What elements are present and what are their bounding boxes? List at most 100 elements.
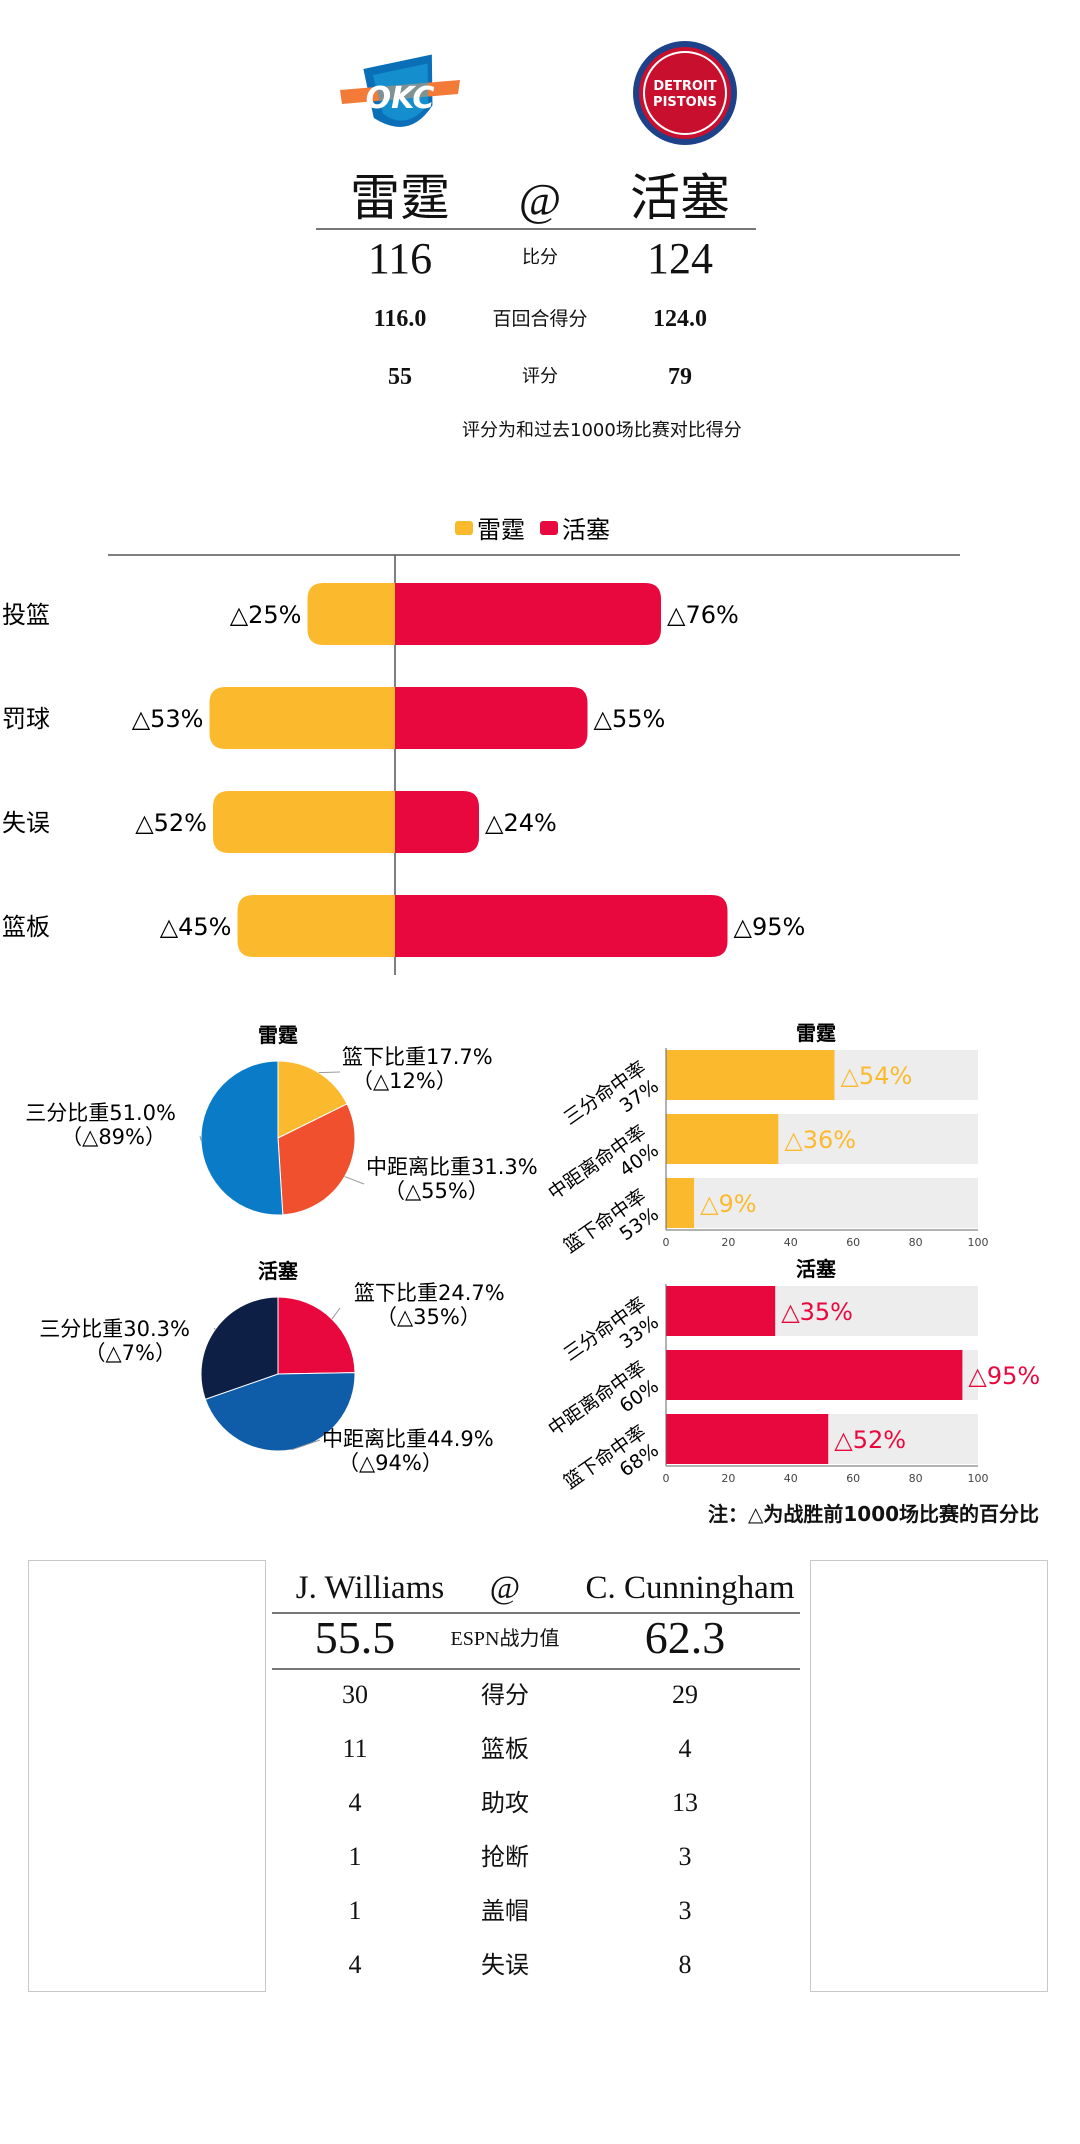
bar-label-away: △52%: [135, 809, 207, 837]
bar-label-away: △45%: [160, 913, 232, 941]
shot-bar: [666, 1178, 695, 1228]
pistons-logo: DETROIT PISTONS: [632, 40, 738, 146]
stat-away-value: 1: [348, 1842, 362, 1871]
footnote: 注：△为战胜前1000场比赛的百分比: [708, 1502, 1040, 1526]
pie-leader-line: [318, 1071, 341, 1074]
pistons-logo-text-1: DETROIT: [653, 79, 716, 94]
pie-slice-sub: （△12%）: [352, 1069, 457, 1093]
okc-logo-text: OKC: [366, 81, 435, 116]
player-divider-top: [272, 1612, 800, 1614]
category-label: 篮板: [2, 913, 50, 941]
bar-label-away: △53%: [132, 705, 204, 733]
per100-home: 124.0: [653, 306, 707, 332]
pie-slice-sub: （△55%）: [384, 1179, 489, 1203]
home-player-photo: [810, 1560, 1048, 1992]
pie-slice: [277, 1296, 356, 1375]
pie-slice-label: 篮下比重24.7%: [354, 1281, 505, 1305]
rating-note: 评分为和过去1000场比赛对比得分: [462, 420, 742, 441]
pie-leader-line: [291, 1439, 321, 1451]
pie-slice-label: 三分比重51.0%: [25, 1101, 176, 1125]
away-team-name: 雷霆: [350, 170, 450, 226]
stat-away-value: 30: [342, 1680, 368, 1709]
shot-bar: [666, 1286, 776, 1336]
espn-home: 62.3: [644, 1612, 726, 1663]
pie-slice: [277, 1103, 356, 1216]
player-divider-bottom: [272, 1668, 800, 1670]
stat-home-value: 3: [678, 1842, 692, 1871]
pie-slice: [200, 1296, 279, 1400]
stat-away-value: 4: [348, 1788, 362, 1817]
bar-label-away: △25%: [230, 601, 302, 629]
stat-home-value: 13: [672, 1788, 698, 1817]
pie-slice-sub: （△35%）: [376, 1305, 481, 1329]
pie-slice-label: 中距离比重44.9%: [322, 1427, 494, 1451]
bar-away: [237, 895, 395, 957]
x-tick-label: 60: [846, 1472, 860, 1485]
stat-label: 得分: [481, 1681, 529, 1709]
shot-bar-label: △54%: [840, 1062, 912, 1090]
espn-away: 55.5: [314, 1612, 396, 1663]
bar-away: [209, 687, 395, 749]
home-team-name: 活塞: [630, 170, 730, 226]
pie-slice-label: 三分比重30.3%: [39, 1317, 190, 1341]
shot-bar: [666, 1050, 835, 1100]
stat-away-value: 4: [348, 1950, 362, 1979]
bar-label-home: △55%: [594, 705, 666, 733]
x-tick-label: 0: [663, 1472, 670, 1485]
pie-leader-line: [199, 1135, 202, 1141]
bar-home: [395, 895, 728, 957]
shot-bar: [666, 1350, 963, 1400]
x-tick-label: 0: [663, 1236, 670, 1249]
pie-leader-line: [213, 1327, 216, 1330]
pie-slice-label: 篮下比重17.7%: [342, 1045, 493, 1069]
pie-title: 活塞: [258, 1259, 299, 1283]
score-label: 比分: [522, 247, 558, 268]
bar-home: [395, 583, 661, 645]
x-tick-label: 100: [968, 1236, 989, 1249]
bar-chart-title: 活塞: [796, 1257, 837, 1281]
stat-home-value: 3: [678, 1896, 692, 1925]
pie-slice-label: 中距离比重31.3%: [366, 1155, 538, 1179]
pie-slice-sub: （△94%）: [338, 1451, 443, 1475]
bar-label-home: △24%: [485, 809, 557, 837]
away-player-photo: [28, 1560, 266, 1992]
rating-label: 评分: [522, 366, 558, 387]
pie-leader-line: [344, 1176, 365, 1185]
legend-swatch-home: [540, 521, 558, 535]
per100-label: 百回合得分: [492, 308, 588, 330]
player-at-symbol: @: [489, 1570, 521, 1606]
shot-bar-label: △95%: [968, 1362, 1040, 1390]
score-away: 116: [367, 234, 433, 283]
shot-bar-label: △52%: [834, 1426, 906, 1454]
stat-away-value: 11: [342, 1734, 368, 1763]
okc-logo: OKC: [330, 52, 470, 142]
stat-away-value: 1: [348, 1896, 362, 1925]
legend-swatch-away: [455, 521, 473, 535]
x-tick-label: 40: [784, 1236, 798, 1249]
pie-slice-sub: （△7%）: [85, 1341, 176, 1365]
stat-label: 失误: [481, 1951, 529, 1979]
x-tick-label: 20: [721, 1236, 735, 1249]
rating-away: 55: [388, 364, 412, 390]
bar-away: [307, 583, 395, 645]
legend-label-home: 活塞: [562, 516, 610, 544]
stat-label: 盖帽: [481, 1897, 529, 1925]
stat-home-value: 4: [678, 1734, 692, 1763]
stat-label: 篮板: [481, 1735, 529, 1763]
category-label: 投篮: [2, 601, 50, 629]
stat-home-value: 29: [672, 1680, 698, 1709]
category-label: 失误: [2, 809, 50, 837]
bar-home: [395, 791, 479, 853]
rating-home: 79: [668, 364, 692, 390]
shot-bar-label: △35%: [781, 1298, 853, 1326]
shot-bar: [666, 1414, 829, 1464]
score-home: 124: [647, 234, 713, 283]
